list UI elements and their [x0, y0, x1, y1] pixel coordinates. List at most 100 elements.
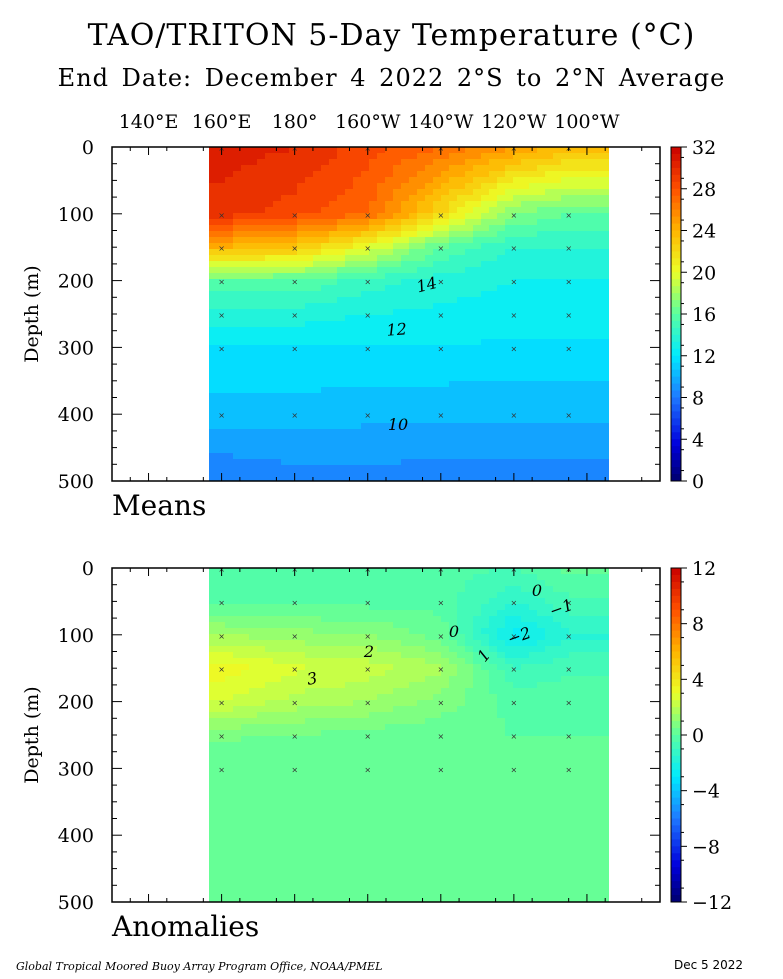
station-marker: ×	[437, 732, 444, 741]
station-marker: ×	[218, 244, 225, 253]
chart-title: TAO/TRITON 5-Day Temperature (°C)	[87, 18, 696, 53]
x-tick-label: 100°W	[554, 111, 620, 133]
station-marker: ×	[364, 244, 371, 253]
station-marker: ×	[565, 765, 572, 774]
y-tick-label: 200	[58, 692, 94, 714]
station-marker: ×	[218, 598, 225, 607]
station-marker: ×	[511, 699, 518, 708]
station-marker: ×	[437, 311, 444, 320]
y-tick-label: 500	[58, 471, 94, 493]
x-tick-label: 180°	[272, 111, 318, 133]
station-marker: ×	[565, 244, 572, 253]
station-marker: ×	[565, 311, 572, 320]
colorbar-tick-label: 16	[692, 304, 716, 326]
station-marker: ×	[364, 732, 371, 741]
station-marker: ×	[218, 411, 225, 420]
chart-subtitle: End Date: December 4 2022 2°S to 2°N Ave…	[57, 64, 726, 92]
station-marker: ×	[511, 244, 518, 253]
station-marker: ×	[511, 311, 518, 320]
colorbar-tick-label: −8	[692, 836, 720, 858]
station-marker: ×	[218, 211, 225, 220]
colorbar-tick-label: 12	[692, 346, 716, 368]
x-tick-label: 140°W	[408, 111, 474, 133]
station-marker: ×	[364, 598, 371, 607]
station-marker: ×	[511, 665, 518, 674]
station-marker: ×	[511, 344, 518, 353]
station-marker: ×	[218, 311, 225, 320]
anomaly-field: ××××××××××××××××××××××××××××××××××××××××…	[209, 568, 609, 902]
panel-label: Means	[112, 489, 206, 522]
colorbar-tick-label: 4	[692, 669, 704, 691]
station-marker: ×	[364, 278, 371, 287]
station-marker: ×	[565, 211, 572, 220]
station-marker: ×	[565, 665, 572, 674]
station-marker: ×	[511, 765, 518, 774]
colorbar-tick-label: 20	[692, 262, 716, 284]
colorbar	[671, 147, 681, 481]
station-marker: ×	[364, 211, 371, 220]
y-tick-label: 200	[58, 271, 94, 293]
station-marker: ×	[364, 311, 371, 320]
contour-label: 14	[414, 273, 438, 296]
y-axis-title: Depth (m)	[21, 686, 43, 783]
station-marker: ×	[218, 765, 225, 774]
station-marker: ×	[291, 244, 298, 253]
station-marker: ×	[437, 665, 444, 674]
x-tick-label: 120°W	[481, 111, 547, 133]
colorbar-tick-label: 8	[692, 388, 704, 410]
colorbar	[671, 568, 681, 902]
station-marker: ×	[437, 765, 444, 774]
station-marker: ×	[291, 699, 298, 708]
station-marker: ×	[291, 665, 298, 674]
station-marker: ×	[565, 598, 572, 607]
y-tick-label: 0	[82, 558, 94, 580]
colorbar-tick-label: 32	[692, 137, 716, 159]
station-marker: ×	[364, 411, 371, 420]
colorbar-tick-label: −12	[692, 892, 732, 914]
means-field: ××××××××××××××××××××××××××××××××××××××××…	[209, 147, 609, 481]
y-tick-label: 400	[58, 825, 94, 847]
station-marker: ×	[437, 598, 444, 607]
station-marker: ×	[218, 699, 225, 708]
colorbar-tick-label: 0	[692, 725, 704, 747]
panel-label: Anomalies	[111, 910, 259, 943]
station-marker: ×	[565, 699, 572, 708]
station-marker: ×	[565, 344, 572, 353]
station-marker: ×	[437, 411, 444, 420]
station-marker: ×	[565, 732, 572, 741]
station-marker: ×	[291, 211, 298, 220]
station-marker: ×	[218, 278, 225, 287]
station-marker: ×	[511, 411, 518, 420]
y-tick-label: 100	[58, 204, 94, 226]
station-marker: ×	[364, 632, 371, 641]
y-tick-label: 100	[58, 625, 94, 647]
colorbar-tick-label: 8	[692, 614, 704, 636]
contour-label: 0	[449, 622, 459, 641]
station-marker: ×	[437, 344, 444, 353]
x-tick-label: 160°W	[335, 111, 401, 133]
station-marker: ×	[437, 211, 444, 220]
contour-label: 0	[532, 581, 542, 600]
station-marker: ×	[218, 732, 225, 741]
station-marker: ×	[511, 632, 518, 641]
colorbar-tick-label: −4	[692, 781, 720, 803]
y-axis-title: Depth (m)	[21, 265, 43, 362]
colorbar-tick-label: 4	[692, 429, 704, 451]
station-marker: ×	[364, 699, 371, 708]
footer-date: Dec 5 2022	[673, 958, 743, 972]
station-marker: ×	[437, 278, 444, 287]
y-tick-label: 300	[58, 758, 94, 780]
station-marker: ×	[511, 278, 518, 287]
x-tick-label: 160°E	[192, 111, 252, 133]
station-marker: ×	[291, 732, 298, 741]
station-marker: ×	[511, 211, 518, 220]
station-marker: ×	[291, 598, 298, 607]
station-marker: ×	[364, 665, 371, 674]
station-marker: ×	[437, 244, 444, 253]
x-tick-label: 140°E	[119, 111, 179, 133]
station-marker: ×	[291, 765, 298, 774]
contour-label: 12	[386, 319, 408, 339]
station-marker: ×	[364, 765, 371, 774]
station-marker: ×	[291, 632, 298, 641]
